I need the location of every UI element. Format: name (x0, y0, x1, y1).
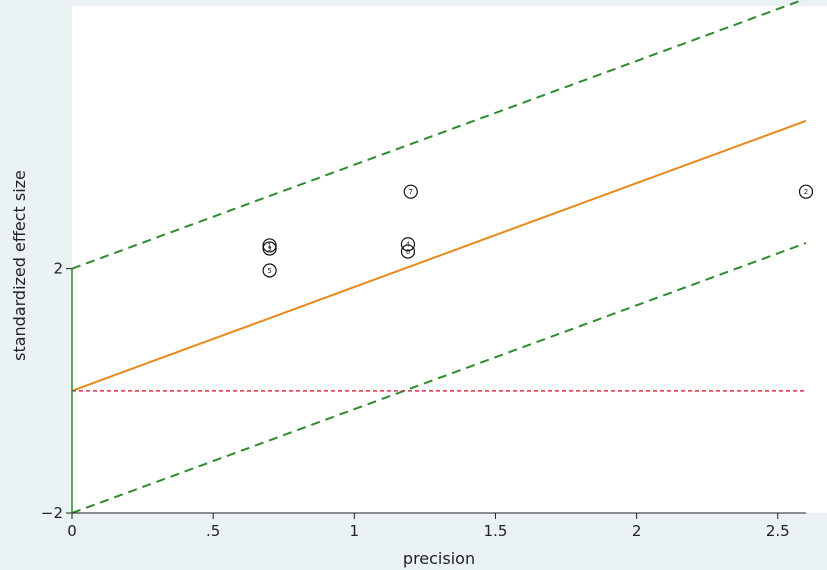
axes-layer: 0 .5 1 1.5 2 2.5 −2 2 (41, 260, 806, 540)
data-point-label: 7 (409, 188, 413, 196)
data-point-label: 6 (406, 248, 411, 256)
lower-ci-line (71, 242, 807, 514)
x-tick-label: 2.5 (766, 522, 790, 540)
data-point (262, 238, 277, 253)
data-point (262, 241, 277, 256)
data-point (400, 244, 416, 259)
x-tick-label: 1 (350, 522, 360, 540)
x-axis-title: precision (403, 549, 475, 568)
lines-layer (71, 0, 807, 514)
data-point (798, 184, 814, 199)
data-point (262, 263, 277, 278)
data-point-label: 1 (267, 242, 271, 250)
plot-area (72, 6, 827, 513)
regression-line (71, 119, 807, 392)
x-tick-label: 0 (67, 522, 77, 540)
data-point-label: 3 (267, 245, 271, 253)
x-tick-label: 2 (632, 522, 642, 540)
x-tick-label: .5 (206, 522, 220, 540)
data-point (403, 184, 418, 199)
data-point-label: 5 (267, 267, 271, 275)
y-tick-label: 2 (53, 260, 63, 278)
x-tick-label: 1.5 (484, 522, 508, 540)
data-point-label: 2 (804, 188, 808, 196)
upper-ci-line (71, 0, 806, 270)
y-axis-title: standardized effect size (10, 170, 29, 361)
data-point (400, 237, 416, 252)
y-tick-label: −2 (41, 504, 63, 522)
